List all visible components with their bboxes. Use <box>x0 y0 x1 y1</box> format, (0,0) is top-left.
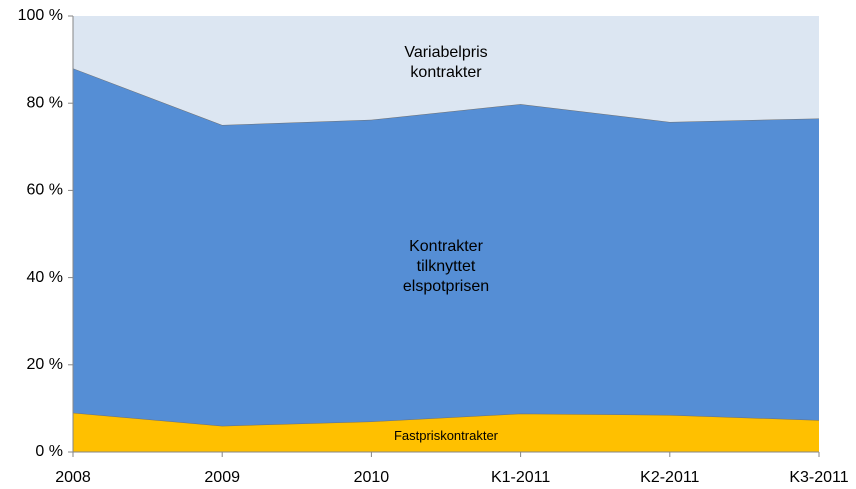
x-tick-label: K2-2011 <box>640 469 699 486</box>
y-tick-label: 100 % <box>18 7 63 24</box>
y-tick-label: 0 % <box>35 443 63 460</box>
series-label: Kontrakter tilknyttet elspotprisen <box>402 238 490 295</box>
area <box>73 68 819 426</box>
x-tick-label: 2008 <box>55 469 91 486</box>
area <box>73 412 819 452</box>
x-tick-label: 2009 <box>204 469 240 486</box>
x-tick-label: 2010 <box>354 469 390 486</box>
y-tick-label: 60 % <box>27 182 63 199</box>
x-tick-label: K3-2011 <box>789 469 848 486</box>
area-edge <box>72 412 820 427</box>
x-tick-label: K1-2011 <box>491 469 550 486</box>
area <box>73 16 819 125</box>
y-tick-label: 40 % <box>27 269 63 286</box>
series-label: Variabelpris kontrakter <box>404 44 488 81</box>
y-tick-label: 80 % <box>27 94 63 111</box>
y-tick-label: 20 % <box>27 356 63 373</box>
series-label: Fastpriskontrakter <box>393 428 499 443</box>
